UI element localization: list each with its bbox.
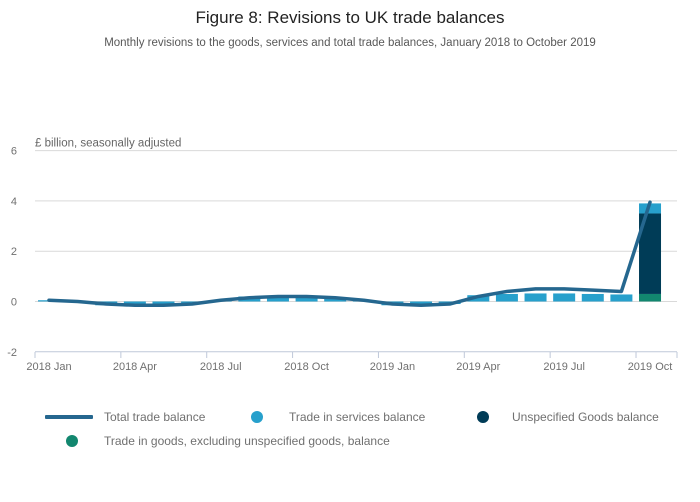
x-tick-label-2018 Jan: 2018 Jan	[26, 361, 71, 373]
y-tick-label-2: 2	[11, 246, 17, 258]
x-tick-label-2019 Oct: 2019 Oct	[628, 361, 673, 373]
bar-segment-2018 Oct	[295, 296, 318, 302]
bar-segment-2019 Oct	[639, 203, 662, 214]
x-tick-label-2019 Apr: 2019 Apr	[456, 361, 500, 373]
bar-segment-2019 Apr	[467, 295, 490, 302]
y-tick-label-6: 6	[11, 146, 17, 158]
bar-segment-2019 Oct	[639, 293, 662, 302]
y-tick-label--2: -2	[7, 347, 17, 359]
x-tick-label-2018 Apr: 2018 Apr	[113, 361, 157, 373]
bar-segment-2018 Sep	[266, 296, 289, 302]
x-tick-label-2018 Oct: 2018 Oct	[284, 361, 329, 373]
x-tick-label-2019 Jul: 2019 Jul	[543, 361, 585, 373]
y-tick-label-4: 4	[11, 196, 17, 208]
page-title: Figure 8: Revisions to UK trade balances	[195, 8, 505, 27]
x-tick-label-2018 Jul: 2018 Jul	[200, 361, 242, 373]
bar-segment-2019 Jun	[524, 293, 547, 302]
y-tick-label-0: 0	[11, 297, 17, 309]
x-tick-label-2019 Jan: 2019 Jan	[370, 361, 415, 373]
total-trade-balance-line	[47, 200, 652, 308]
bar-segment-2018 May	[152, 301, 175, 306]
bar-segment-2019 Aug	[581, 293, 604, 302]
y-axis-unit-label: £ billion, seasonally adjusted	[35, 138, 181, 150]
bar-segment-2018 Nov	[324, 297, 347, 302]
bar-segment-2019 May	[495, 293, 518, 302]
bar-segment-2019 Jul	[553, 293, 576, 302]
bar-segment-2019 Oct	[639, 213, 662, 294]
bar-segment-2019 Sep	[610, 294, 633, 302]
page-subtitle: Monthly revisions to the goods, services…	[104, 37, 596, 49]
